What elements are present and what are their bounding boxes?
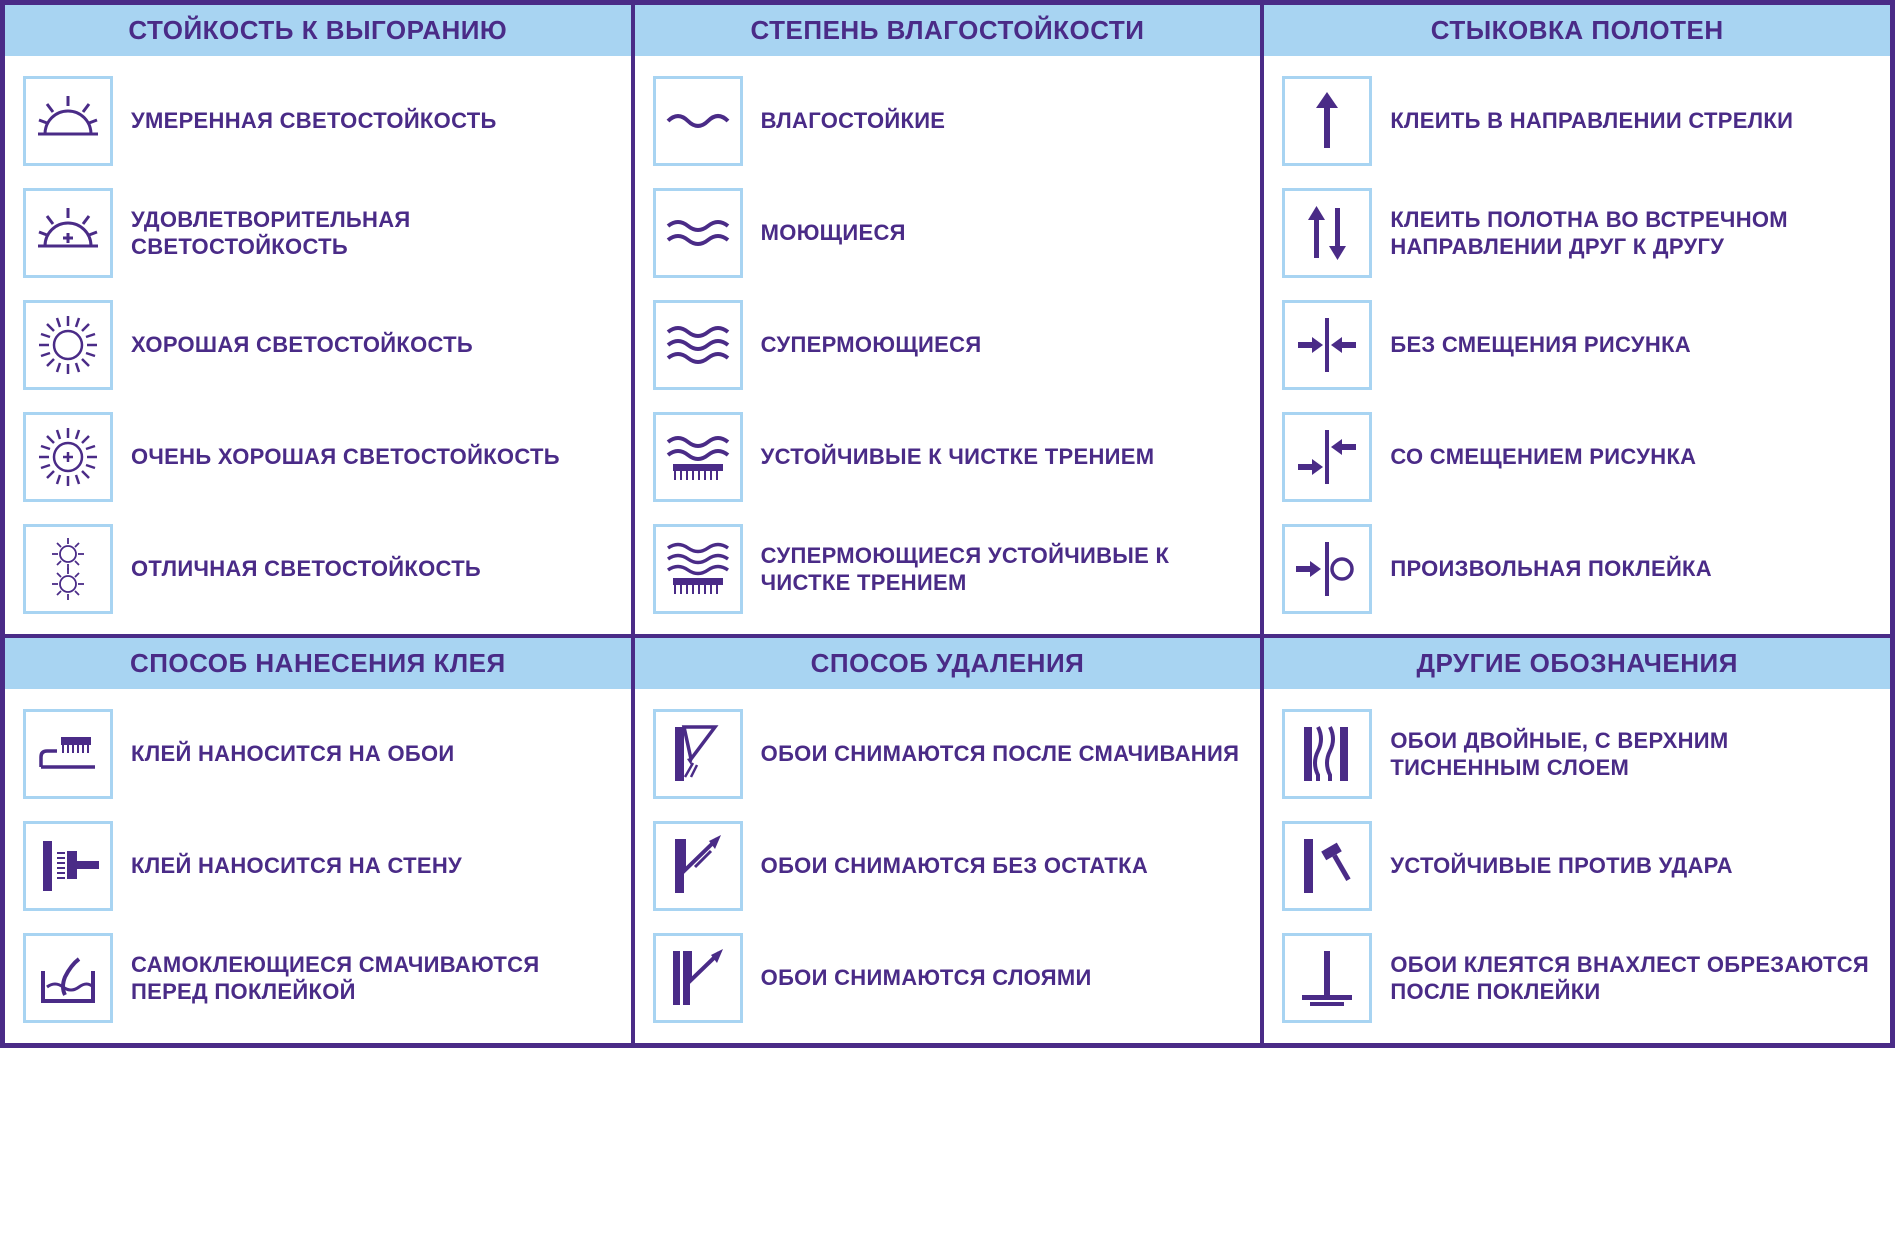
item-label: ОБОИ СНИМАЮТСЯ СЛОЯМИ bbox=[761, 964, 1092, 992]
wave-1-icon bbox=[653, 76, 743, 166]
wave-2-brush-icon bbox=[653, 412, 743, 502]
legend-item: МОЮЩИЕСЯ bbox=[653, 188, 1243, 278]
arrow-up-icon bbox=[1282, 76, 1372, 166]
panel-body: КЛЕЙ НАНОСИТСЯ НА ОБОИ КЛЕЙ НАНОСИТСЯ НА… bbox=[5, 689, 631, 1043]
sun-double-icon bbox=[23, 524, 113, 614]
wave-3-icon bbox=[653, 300, 743, 390]
item-label: КЛЕИТЬ В НАПРАВЛЕНИИ СТРЕЛКИ bbox=[1390, 107, 1793, 135]
sun-full-icon bbox=[23, 300, 113, 390]
panel-header: СПОСОБ УДАЛЕНИЯ bbox=[635, 638, 1261, 689]
overlap-cut-icon bbox=[1282, 933, 1372, 1023]
item-label: КЛЕЙ НАНОСИТСЯ НА ОБОИ bbox=[131, 740, 455, 768]
item-label: УСТОЙЧИВЫЕ ПРОТИВ УДАРА bbox=[1390, 852, 1733, 880]
item-label: ОБОИ СНИМАЮТСЯ БЕЗ ОСТАТКА bbox=[761, 852, 1148, 880]
legend-item: ОБОИ КЛЕЯТСЯ ВНАХЛЕСТ ОБРЕЗАЮТСЯ ПОСЛЕ П… bbox=[1282, 933, 1872, 1023]
legend-item: ХОРОШАЯ СВЕТОСТОЙКОСТЬ bbox=[23, 300, 613, 390]
legend-item: ОБОИ СНИМАЮТСЯ ПОСЛЕ СМАЧИВАНИЯ bbox=[653, 709, 1243, 799]
legend-item: СО СМЕЩЕНИЕМ РИСУНКА bbox=[1282, 412, 1872, 502]
item-label: ПРОИЗВОЛЬНАЯ ПОКЛЕЙКА bbox=[1390, 555, 1712, 583]
panel-header: СТЕПЕНЬ ВЛАГОСТОЙКОСТИ bbox=[635, 5, 1261, 56]
dip-water-icon bbox=[23, 933, 113, 1023]
panel-body: КЛЕИТЬ В НАПРАВЛЕНИИ СТРЕЛКИ КЛЕИТЬ ПОЛО… bbox=[1264, 56, 1890, 634]
wave-3-brush-icon bbox=[653, 524, 743, 614]
arrows-opposite-icon bbox=[1282, 188, 1372, 278]
panel-body: ОБОИ СНИМАЮТСЯ ПОСЛЕ СМАЧИВАНИЯ ОБОИ СНИ… bbox=[635, 689, 1261, 1043]
panel-body: ОБОИ ДВОЙНЫЕ, С ВЕРХНИМ ТИСНЕННЫМ СЛОЕМ … bbox=[1264, 689, 1890, 1043]
panel-header: СПОСОБ НАНЕСЕНИЯ КЛЕЯ bbox=[5, 638, 631, 689]
item-label: ОБОИ СНИМАЮТСЯ ПОСЛЕ СМАЧИВАНИЯ bbox=[761, 740, 1240, 768]
peel-wet-icon bbox=[653, 709, 743, 799]
arrows-in-aligned-icon bbox=[1282, 300, 1372, 390]
panel-removal: СПОСОБ УДАЛЕНИЯ ОБОИ СНИМАЮТСЯ ПОСЛЕ СМА… bbox=[633, 636, 1263, 1045]
panel-glue: СПОСОБ НАНЕСЕНИЯ КЛЕЯ КЛЕЙ НАНОСИТСЯ НА … bbox=[3, 636, 633, 1045]
legend-item: КЛЕИТЬ В НАПРАВЛЕНИИ СТРЕЛКИ bbox=[1282, 76, 1872, 166]
legend-item: УСТОЙЧИВЫЕ К ЧИСТКЕ ТРЕНИЕМ bbox=[653, 412, 1243, 502]
peel-layers-icon bbox=[653, 933, 743, 1023]
item-label: ОТЛИЧНАЯ СВЕТОСТОЙКОСТЬ bbox=[131, 555, 481, 583]
double-emboss-icon bbox=[1282, 709, 1372, 799]
legend-item: УДОВЛЕТВОРИТЕЛЬНАЯ СВЕТОСТОЙКОСТЬ bbox=[23, 188, 613, 278]
panel-header: СТОЙКОСТЬ К ВЫГОРАНИЮ bbox=[5, 5, 631, 56]
sun-half-plus-icon bbox=[23, 188, 113, 278]
item-label: ХОРОШАЯ СВЕТОСТОЙКОСТЬ bbox=[131, 331, 473, 359]
legend-item: ОТЛИЧНАЯ СВЕТОСТОЙКОСТЬ bbox=[23, 524, 613, 614]
item-label: УДОВЛЕТВОРИТЕЛЬНАЯ СВЕТОСТОЙКОСТЬ bbox=[131, 206, 613, 261]
legend-item: СУПЕРМОЮЩИЕСЯ bbox=[653, 300, 1243, 390]
item-label: КЛЕЙ НАНОСИТСЯ НА СТЕНУ bbox=[131, 852, 462, 880]
peel-clean-icon bbox=[653, 821, 743, 911]
item-label: БЕЗ СМЕЩЕНИЯ РИСУНКА bbox=[1390, 331, 1691, 359]
symbol-grid: СТОЙКОСТЬ К ВЫГОРАНИЮ УМЕРЕННАЯ СВЕТОСТО… bbox=[0, 0, 1895, 1048]
item-label: МОЮЩИЕСЯ bbox=[761, 219, 906, 247]
brush-on-wall-icon bbox=[23, 821, 113, 911]
legend-item: ОБОИ ДВОЙНЫЕ, С ВЕРХНИМ ТИСНЕННЫМ СЛОЕМ bbox=[1282, 709, 1872, 799]
arrows-in-offset-icon bbox=[1282, 412, 1372, 502]
legend-item: УСТОЙЧИВЫЕ ПРОТИВ УДАРА bbox=[1282, 821, 1872, 911]
item-label: САМОКЛЕЮЩИЕСЯ СМАЧИВАЮТСЯ ПЕРЕД ПОКЛЕЙКО… bbox=[131, 951, 613, 1006]
legend-item: ПРОИЗВОЛЬНАЯ ПОКЛЕЙКА bbox=[1282, 524, 1872, 614]
item-label: ОЧЕНЬ ХОРОШАЯ СВЕТОСТОЙКОСТЬ bbox=[131, 443, 560, 471]
legend-item: ОЧЕНЬ ХОРОШАЯ СВЕТОСТОЙКОСТЬ bbox=[23, 412, 613, 502]
item-label: КЛЕИТЬ ПОЛОТНА ВО ВСТРЕЧНОМ НАПРАВЛЕНИИ … bbox=[1390, 206, 1872, 261]
panel-moisture: СТЕПЕНЬ ВЛАГОСТОЙКОСТИ ВЛАГОСТОЙКИЕ МОЮЩ… bbox=[633, 3, 1263, 636]
item-label: СО СМЕЩЕНИЕМ РИСУНКА bbox=[1390, 443, 1696, 471]
sun-half-icon bbox=[23, 76, 113, 166]
panel-header: СТЫКОВКА ПОЛОТЕН bbox=[1264, 5, 1890, 56]
brush-on-paper-icon bbox=[23, 709, 113, 799]
legend-item: ВЛАГОСТОЙКИЕ bbox=[653, 76, 1243, 166]
item-label: УМЕРЕННАЯ СВЕТОСТОЙКОСТЬ bbox=[131, 107, 497, 135]
legend-item: ОБОИ СНИМАЮТСЯ БЕЗ ОСТАТКА bbox=[653, 821, 1243, 911]
wave-2-icon bbox=[653, 188, 743, 278]
item-label: ОБОИ ДВОЙНЫЕ, С ВЕРХНИМ ТИСНЕННЫМ СЛОЕМ bbox=[1390, 727, 1872, 782]
panel-header: ДРУГИЕ ОБОЗНАЧЕНИЯ bbox=[1264, 638, 1890, 689]
panel-lightfastness: СТОЙКОСТЬ К ВЫГОРАНИЮ УМЕРЕННАЯ СВЕТОСТО… bbox=[3, 3, 633, 636]
legend-item: СУПЕРМОЮЩИЕСЯ УСТОЙЧИВЫЕ К ЧИСТКЕ ТРЕНИЕ… bbox=[653, 524, 1243, 614]
item-label: СУПЕРМОЮЩИЕСЯ УСТОЙЧИВЫЕ К ЧИСТКЕ ТРЕНИЕ… bbox=[761, 542, 1243, 597]
item-label: СУПЕРМОЮЩИЕСЯ bbox=[761, 331, 982, 359]
legend-item: ОБОИ СНИМАЮТСЯ СЛОЯМИ bbox=[653, 933, 1243, 1023]
legend-item: БЕЗ СМЕЩЕНИЯ РИСУНКА bbox=[1282, 300, 1872, 390]
panel-other: ДРУГИЕ ОБОЗНАЧЕНИЯ ОБОИ ДВОЙНЫЕ, С ВЕРХН… bbox=[1262, 636, 1892, 1045]
arrow-in-circle-icon bbox=[1282, 524, 1372, 614]
panel-body: ВЛАГОСТОЙКИЕ МОЮЩИЕСЯ СУПЕРМОЮЩИЕСЯ УСТО… bbox=[635, 56, 1261, 634]
legend-item: КЛЕЙ НАНОСИТСЯ НА СТЕНУ bbox=[23, 821, 613, 911]
legend-item: КЛЕЙ НАНОСИТСЯ НА ОБОИ bbox=[23, 709, 613, 799]
item-label: УСТОЙЧИВЫЕ К ЧИСТКЕ ТРЕНИЕМ bbox=[761, 443, 1155, 471]
legend-item: САМОКЛЕЮЩИЕСЯ СМАЧИВАЮТСЯ ПЕРЕД ПОКЛЕЙКО… bbox=[23, 933, 613, 1023]
item-label: ВЛАГОСТОЙКИЕ bbox=[761, 107, 946, 135]
legend-item: КЛЕИТЬ ПОЛОТНА ВО ВСТРЕЧНОМ НАПРАВЛЕНИИ … bbox=[1282, 188, 1872, 278]
panel-body: УМЕРЕННАЯ СВЕТОСТОЙКОСТЬ УДОВЛЕТВОРИТЕЛЬ… bbox=[5, 56, 631, 634]
legend-item: УМЕРЕННАЯ СВЕТОСТОЙКОСТЬ bbox=[23, 76, 613, 166]
panel-matching: СТЫКОВКА ПОЛОТЕН КЛЕИТЬ В НАПРАВЛЕНИИ СТ… bbox=[1262, 3, 1892, 636]
sun-full-plus-icon bbox=[23, 412, 113, 502]
item-label: ОБОИ КЛЕЯТСЯ ВНАХЛЕСТ ОБРЕЗАЮТСЯ ПОСЛЕ П… bbox=[1390, 951, 1872, 1006]
hammer-icon bbox=[1282, 821, 1372, 911]
